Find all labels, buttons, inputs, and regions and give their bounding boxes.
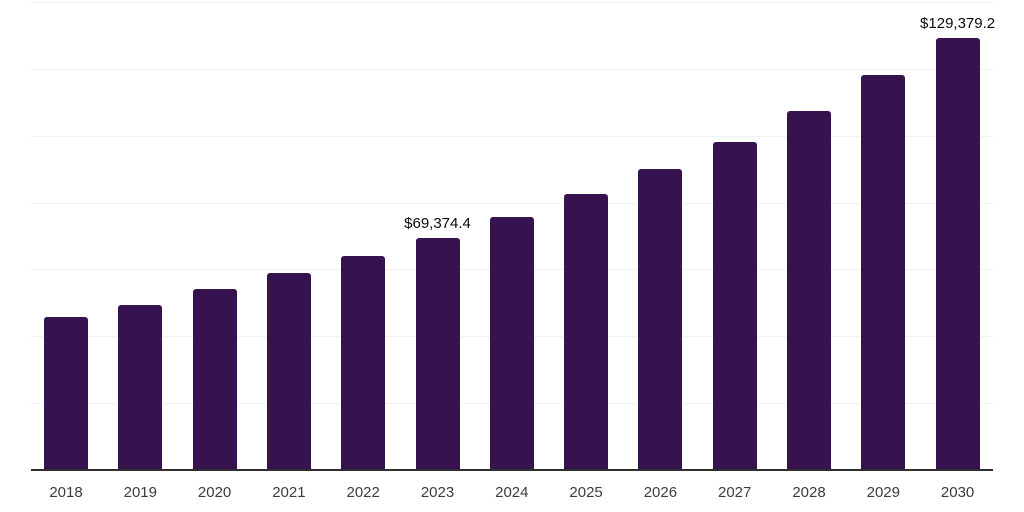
gridline [31, 2, 993, 3]
bar-2019 [118, 304, 163, 470]
x-tick-label-2027: 2027 [718, 484, 752, 501]
bar-2028 [787, 110, 831, 470]
data-label-2030: $129,379.2 [920, 14, 996, 32]
x-tick-label-2025: 2025 [569, 484, 603, 501]
bar-2026 [638, 169, 683, 470]
x-tick-label-2026: 2026 [643, 484, 678, 501]
gridline [31, 135, 993, 137]
bar-2030 [935, 37, 980, 470]
bar-2029 [861, 74, 906, 470]
x-tick-label-2029: 2029 [866, 484, 900, 501]
bar-2018 [44, 316, 88, 470]
x-tick-label-2018: 2018 [49, 484, 83, 501]
x-tick-label-2022: 2022 [346, 484, 380, 501]
x-tick-label-2020: 2020 [197, 484, 232, 501]
bar-2024 [489, 216, 534, 470]
x-axis-line [31, 469, 993, 471]
x-tick-label-2019: 2019 [123, 484, 157, 501]
bar-2023 [415, 238, 460, 470]
gridline [31, 202, 993, 204]
x-tick-label-2024: 2024 [495, 484, 529, 501]
x-tick-label-2030: 2030 [940, 484, 975, 501]
x-tick-label-2028: 2028 [792, 484, 826, 501]
x-tick-label-2023: 2023 [420, 484, 455, 501]
bar-2021 [266, 273, 311, 470]
bar-2020 [192, 289, 237, 470]
x-tick-label-2021: 2021 [272, 484, 306, 501]
bar-2027 [712, 142, 757, 470]
data-label-2023: $69,374.4 [404, 215, 471, 233]
bar-2025 [564, 193, 609, 470]
gridline [31, 68, 993, 70]
bar-2022 [341, 256, 386, 470]
